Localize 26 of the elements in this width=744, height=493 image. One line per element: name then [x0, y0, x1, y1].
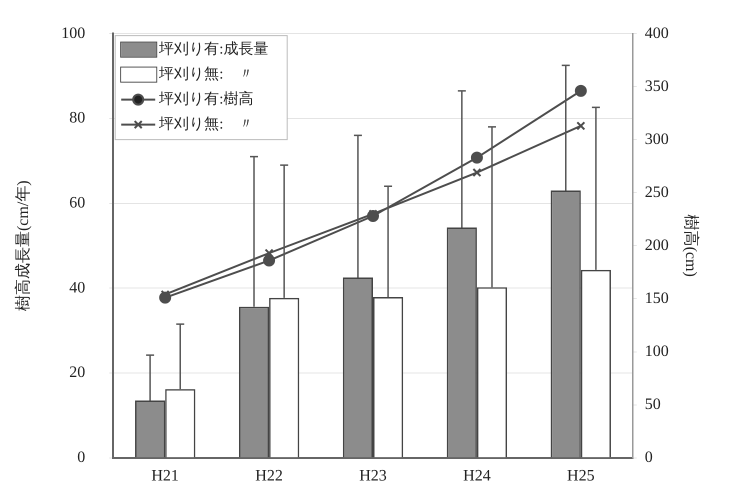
y-tick-label: 100	[61, 24, 86, 42]
y-tick-label: 20	[69, 364, 86, 382]
legend-label: 坪刈り有:樹高	[158, 90, 254, 108]
y2-tick-label: 250	[644, 184, 669, 201]
legend-label: 坪刈り無: 〃	[158, 66, 254, 83]
legend-label: 坪刈り有:成長量	[158, 40, 268, 58]
y2-tick-label: 150	[644, 290, 669, 307]
x-tick-label: H22	[255, 468, 283, 485]
y2-tick-label: 400	[644, 24, 669, 42]
y2-tick-label: 0	[644, 449, 653, 466]
legend-label: 坪刈り無: 〃	[158, 116, 254, 133]
x-tick-label: H21	[151, 468, 179, 485]
x-tick-label: H24	[463, 468, 491, 485]
y2-tick-label: 200	[644, 236, 669, 254]
x-tick-label: H23	[359, 468, 387, 485]
x-tick-label: H25	[567, 468, 595, 485]
y2-tick-label: 350	[644, 78, 669, 95]
y2-axis-title: 樹高(cm)	[682, 214, 700, 277]
y-tick-label: 0	[77, 449, 86, 466]
y-tick-label: 60	[69, 194, 86, 212]
y-tick-label: 80	[69, 110, 86, 127]
y-tick-label: 40	[69, 279, 86, 296]
y2-tick-label: 100	[644, 342, 669, 360]
y-axis-title: 樹高成長量(cm/年)	[14, 180, 32, 312]
y2-tick-label: 300	[644, 130, 669, 148]
y2-tick-label: 50	[644, 396, 661, 413]
